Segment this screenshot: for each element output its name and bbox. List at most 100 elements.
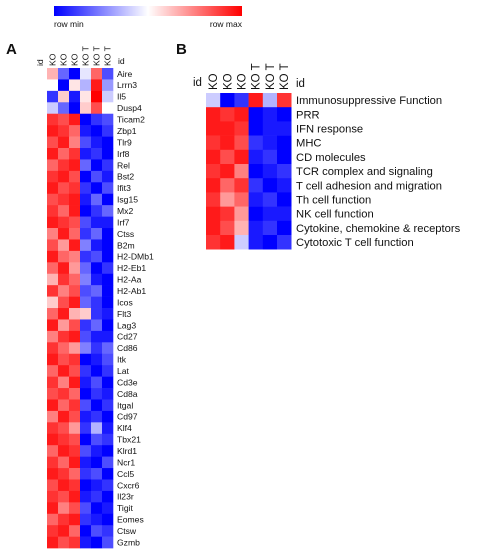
heatmap-cell xyxy=(91,239,103,252)
heatmap-cell xyxy=(234,149,249,165)
panel-b-column-headers: KO KO KO KO T KO T KO T xyxy=(208,63,291,90)
heatmap-cell xyxy=(80,536,92,549)
heatmap-cell xyxy=(91,525,103,537)
panel-b-id-label-right: id xyxy=(296,78,305,90)
column-label: KO T xyxy=(279,63,291,90)
heatmap-cell xyxy=(80,205,92,217)
heatmap-cell xyxy=(69,342,81,355)
heatmap-cell xyxy=(58,456,70,469)
heatmap-cell xyxy=(206,121,221,136)
row-label: Isg15 xyxy=(117,195,138,205)
heatmap-cell xyxy=(80,422,92,435)
heatmap-cell xyxy=(91,319,103,332)
heatmap-cell xyxy=(80,148,92,160)
heatmap-cell xyxy=(58,90,70,103)
heatmap-cell xyxy=(91,399,103,412)
heatmap-cell xyxy=(102,376,114,389)
heatmap-cell xyxy=(69,319,81,332)
heatmap-cell xyxy=(69,490,81,503)
heatmap-panel-a: id KO KO KO KO T KO T KO T id AireLrrn3Il5Dus… xyxy=(35,45,154,549)
heatmap-cell xyxy=(58,193,70,206)
row-label: TCR complex and signaling xyxy=(296,166,433,178)
heatmap-cell xyxy=(58,296,70,309)
heatmap-cell xyxy=(248,121,264,136)
row-label: Dusp4 xyxy=(117,103,142,113)
heatmap-cell xyxy=(47,296,59,309)
heatmap-cell xyxy=(248,220,264,236)
heatmap-cell xyxy=(69,250,81,263)
heatmap-cell xyxy=(69,479,81,492)
column-label: KO T xyxy=(81,45,91,66)
row-label: PRR xyxy=(296,109,320,121)
heatmap-cell xyxy=(58,319,70,332)
heatmap-cell xyxy=(102,353,114,366)
row-label: Immunosuppressive Function xyxy=(296,95,442,107)
row-label: Tbx21 xyxy=(117,435,141,445)
heatmap-cell xyxy=(69,468,81,480)
heatmap-cell xyxy=(91,308,103,320)
heatmap-cell xyxy=(262,206,278,222)
heatmap-cell xyxy=(206,192,221,207)
row-label: Irf7 xyxy=(117,217,130,227)
heatmap-cell xyxy=(58,479,70,492)
heatmap-cell xyxy=(262,178,278,193)
heatmap-cell xyxy=(102,502,114,515)
heatmap-cell xyxy=(206,135,221,151)
column-label: KO xyxy=(70,53,80,66)
heatmap-cell xyxy=(102,388,114,400)
heatmap-cell xyxy=(47,262,59,275)
heatmap-cell xyxy=(91,262,103,275)
heatmap-cell xyxy=(91,193,103,206)
heatmap-cell xyxy=(58,239,70,252)
row-label: Tigit xyxy=(117,503,134,513)
heatmap-cell xyxy=(102,79,114,92)
heatmap-cell xyxy=(91,502,103,515)
heatmap-cell xyxy=(47,159,59,172)
heatmap-cell xyxy=(69,159,81,172)
heatmap-cell xyxy=(262,220,278,236)
heatmap-cell xyxy=(47,433,59,446)
heatmap-cell xyxy=(234,135,249,151)
heatmap-cell xyxy=(47,205,59,217)
row-label: H2-Aa xyxy=(117,275,142,285)
heatmap-cell xyxy=(58,399,70,412)
row-label: Cxcr6 xyxy=(117,480,140,490)
heatmap-cell xyxy=(69,228,81,240)
row-label: Ncr1 xyxy=(117,457,135,467)
heatmap-cell xyxy=(102,182,114,195)
heatmap-cell xyxy=(47,102,59,115)
heatmap-cell xyxy=(234,220,249,236)
panel-b-id-label-left: id xyxy=(193,77,202,89)
heatmap-cell xyxy=(91,216,103,229)
heatmap-cell xyxy=(206,164,221,179)
heatmap-cell xyxy=(80,479,92,492)
column-label: KO xyxy=(222,73,234,90)
heatmap-cell xyxy=(262,93,278,108)
heatmap-cell xyxy=(58,182,70,195)
heatmap-cell xyxy=(91,365,103,377)
heatmap-cell xyxy=(91,250,103,263)
heatmap-cell xyxy=(69,502,81,515)
heatmap-cell xyxy=(69,182,81,195)
panel-b-cells xyxy=(206,93,292,250)
heatmap-cell xyxy=(220,135,235,151)
row-label: Ctss xyxy=(117,229,134,239)
heatmap-cell xyxy=(80,68,92,80)
heatmap-cell xyxy=(69,205,81,217)
heatmap-cell xyxy=(206,235,221,250)
heatmap-cell xyxy=(262,164,278,179)
heatmap-cell xyxy=(102,216,114,229)
heatmap-cell xyxy=(91,113,103,126)
heatmap-cell xyxy=(102,250,114,263)
heatmap-cell xyxy=(47,308,59,320)
heatmap-cell xyxy=(248,93,264,108)
heatmap-cell xyxy=(47,68,59,80)
heatmap-cell xyxy=(47,456,59,469)
row-label: Lat xyxy=(117,366,130,376)
heatmap-cell xyxy=(220,220,235,236)
heatmap-cell xyxy=(102,125,114,137)
heatmap-cell xyxy=(102,399,114,412)
heatmap-cell xyxy=(47,136,59,149)
heatmap-cell xyxy=(80,468,92,480)
